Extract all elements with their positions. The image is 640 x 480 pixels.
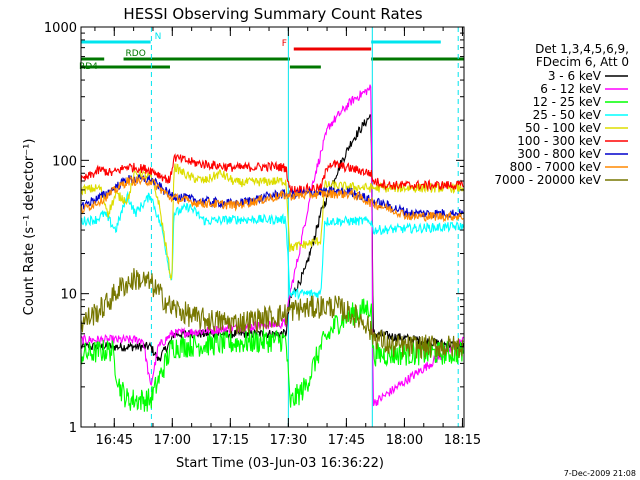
legend-label-300-800-kev: 300 - 800 keV: [517, 147, 601, 161]
y-axis: 1 10 100 1000: [44, 21, 464, 436]
series-line-7000-20000-kev: [80, 268, 464, 360]
x-axis-label: Start Time (03-Jun-03 16:36:22): [176, 456, 384, 471]
legend-label-800-7000-kev: 800 - 7000 keV: [510, 160, 602, 174]
flag-label-f: F: [282, 39, 287, 49]
series-line-25-50-kev: [80, 190, 464, 301]
chart-title: HESSI Observing Summary Count Rates: [123, 5, 422, 23]
x-tick-label: 17:30: [270, 433, 307, 448]
series-line-12-25-kev: [80, 298, 464, 412]
legend-label-100-300-kev: 100 - 300 keV: [517, 134, 601, 148]
plot-frame: [80, 26, 465, 428]
series-line-100-300-kev: [80, 153, 464, 195]
y-tick-label: 10: [60, 288, 77, 303]
x-tick-label: 17:00: [154, 433, 191, 448]
x-tick-label: 16:45: [96, 433, 133, 448]
legend-label-12-25-kev: 12 - 25 keV: [533, 95, 602, 109]
x-tick-label: 18:00: [386, 433, 423, 448]
legend-label-50-100-kev: 50 - 100 keV: [525, 121, 602, 135]
x-tick-label: 17:15: [212, 433, 249, 448]
legend-label-3-6-kev: 3 - 6 keV: [548, 69, 602, 83]
legend-header-line-2: FDecim 6, Att 0: [536, 55, 629, 69]
y-tick-label: 1: [69, 421, 77, 436]
generation-timestamp: 7-Dec-2009 21:08: [564, 469, 636, 478]
y-tick-label: 100: [52, 154, 77, 169]
y-axis-label: Count Rate (s⁻¹ detector⁻¹): [22, 139, 37, 316]
x-tick-label: 18:15: [444, 433, 481, 448]
series-line-3-6-kev: [80, 114, 464, 362]
legend: Det 1,3,4,5,6,9, FDecim 6, Att 0 3 - 6 k…: [494, 42, 629, 187]
series-line-800-7000-kev: [80, 175, 464, 223]
flag-label-rdo: RDO: [126, 49, 146, 59]
legend-label-7000-20000-kev: 7000 - 20000 keV: [494, 173, 601, 187]
legend-label-6-12-kev: 6 - 12 keV: [540, 82, 602, 96]
flag-label-n: N: [155, 32, 162, 42]
x-axis: 16:45 17:00 17:15 17:30 17:45 18:00 18:15: [94, 27, 481, 448]
flag-label-rd4: RD4: [79, 62, 98, 72]
x-tick-label: 17:45: [328, 433, 365, 448]
legend-header-line-1: Det 1,3,4,5,6,9,: [535, 42, 629, 56]
plot-area: N F RDO RD4: [79, 27, 464, 427]
legend-label-25-50-kev: 25 - 50 keV: [533, 108, 602, 122]
y-tick-label: 1000: [44, 21, 77, 36]
